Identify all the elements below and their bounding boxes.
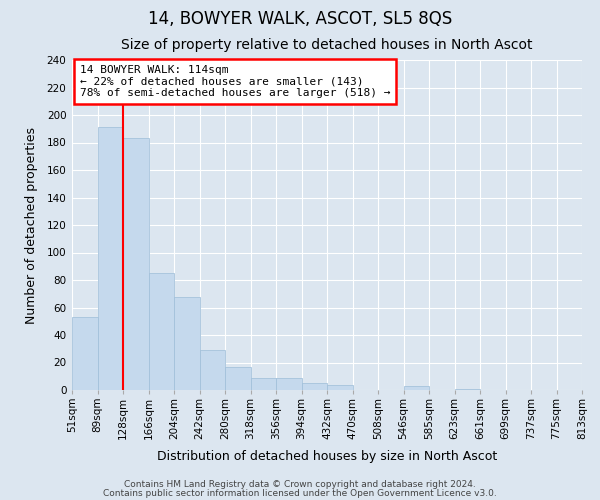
Bar bbox=[251, 378, 276, 390]
Bar bbox=[174, 296, 199, 390]
X-axis label: Distribution of detached houses by size in North Ascot: Distribution of detached houses by size … bbox=[157, 450, 497, 463]
Bar bbox=[97, 128, 123, 390]
Text: 14 BOWYER WALK: 114sqm
← 22% of detached houses are smaller (143)
78% of semi-de: 14 BOWYER WALK: 114sqm ← 22% of detached… bbox=[80, 65, 390, 98]
Bar bbox=[199, 350, 225, 390]
Bar bbox=[404, 386, 429, 390]
Y-axis label: Number of detached properties: Number of detached properties bbox=[25, 126, 38, 324]
Bar bbox=[72, 317, 97, 390]
Bar bbox=[276, 378, 302, 390]
Title: Size of property relative to detached houses in North Ascot: Size of property relative to detached ho… bbox=[121, 38, 533, 52]
Bar bbox=[327, 384, 353, 390]
Text: 14, BOWYER WALK, ASCOT, SL5 8QS: 14, BOWYER WALK, ASCOT, SL5 8QS bbox=[148, 10, 452, 28]
Text: Contains public sector information licensed under the Open Government Licence v3: Contains public sector information licen… bbox=[103, 488, 497, 498]
Text: Contains HM Land Registry data © Crown copyright and database right 2024.: Contains HM Land Registry data © Crown c… bbox=[124, 480, 476, 489]
Bar bbox=[123, 138, 149, 390]
Bar bbox=[302, 383, 327, 390]
Bar bbox=[149, 273, 174, 390]
Bar bbox=[225, 366, 251, 390]
Bar bbox=[455, 388, 480, 390]
